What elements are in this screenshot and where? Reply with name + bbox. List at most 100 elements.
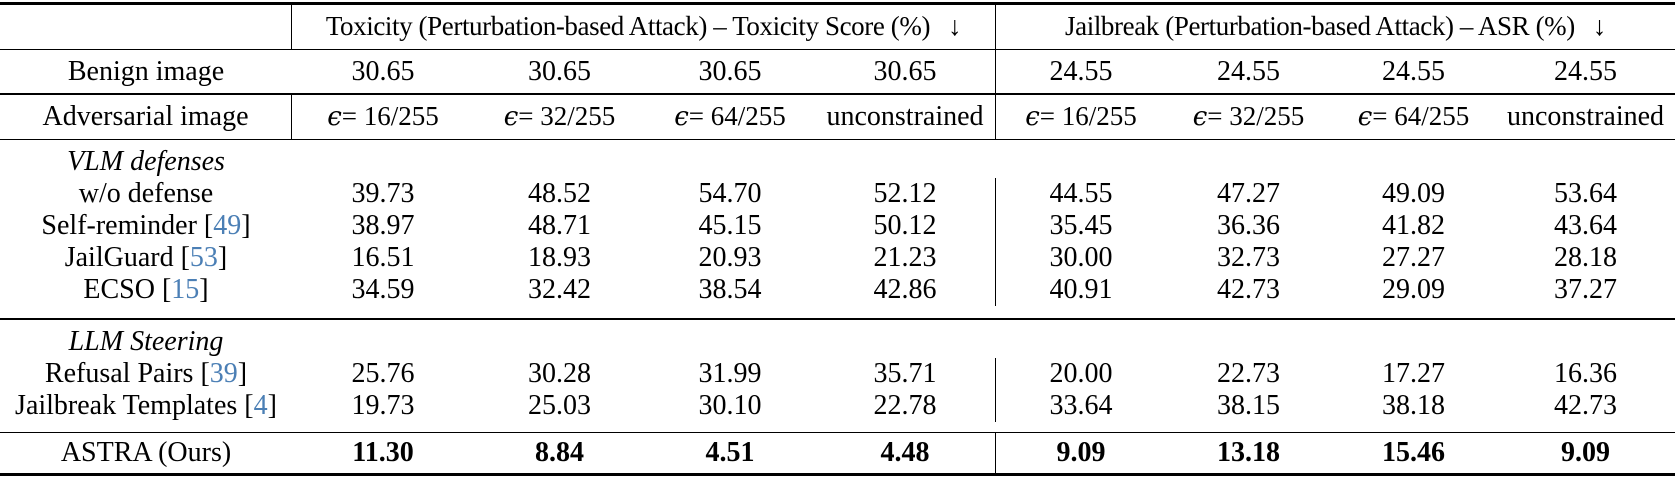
- unconstrained-label: unconstrained: [826, 100, 984, 132]
- value-cell: 24.55: [1049, 55, 1113, 87]
- value-cell: 48.52: [528, 178, 591, 209]
- toxicity-group-header: Toxicity (Perturbation-based Attack) – T…: [292, 4, 996, 49]
- value-cell: 35.45: [1049, 210, 1113, 241]
- bracket: ]: [237, 357, 248, 389]
- table-row: JailGuard[53] 16.51 18.93 20.93 21.23 30…: [0, 242, 1675, 274]
- epsilon-value: = 32/255: [1207, 101, 1305, 131]
- value-cell: 38.97: [351, 210, 415, 241]
- value-cell: 21.23: [815, 242, 996, 274]
- header-row: Toxicity (Perturbation-based Attack) – T…: [0, 4, 1675, 49]
- divider: [0, 318, 1675, 320]
- bracket: [: [180, 242, 190, 273]
- row-label: Adversarial image: [0, 94, 292, 139]
- value-cell: 28.18: [1554, 242, 1617, 273]
- value-cell: 38.18: [1382, 389, 1445, 421]
- section-header: VLM defenses: [67, 146, 225, 177]
- value-cell: 13.18: [1217, 437, 1280, 468]
- value-cell: 27.27: [1382, 242, 1445, 273]
- value-cell: 52.12: [815, 178, 996, 210]
- section-header: LLM Steering: [68, 325, 224, 357]
- unconstrained-header-cell: unconstrained: [815, 94, 996, 139]
- value-cell: 48.71: [528, 210, 591, 241]
- bracket: ]: [217, 242, 228, 273]
- divider: [0, 431, 1675, 433]
- value-cell: 30.28: [528, 357, 591, 389]
- value-cell: 30.65: [815, 50, 996, 93]
- value-cell: 36.36: [1217, 210, 1280, 241]
- bracket: ]: [267, 389, 277, 421]
- value-cell: 20.93: [698, 242, 762, 273]
- down-arrow-icon: ↓: [948, 11, 962, 41]
- divider: [0, 48, 1675, 50]
- section-header-row: LLM Steering: [0, 326, 1675, 358]
- value-cell: 53.64: [1554, 178, 1617, 209]
- divider: [0, 93, 1675, 95]
- value-cell: 32.42: [528, 274, 591, 305]
- epsilon-header-cell: ϵ = 64/255: [645, 95, 815, 139]
- epsilon-symbol: ϵ: [327, 101, 342, 132]
- header-label-spacer: [0, 4, 292, 49]
- value-cell: 44.55: [1049, 178, 1113, 209]
- value-cell: 37.27: [1554, 274, 1617, 305]
- value-cell: 22.73: [1217, 357, 1280, 389]
- epsilon-value: = 32/255: [518, 101, 616, 131]
- citation-link[interactable]: 53: [189, 242, 218, 273]
- table-row: Self-reminder[49] 38.97 48.71 45.15 50.1…: [0, 210, 1675, 242]
- toxicity-group-title: Toxicity (Perturbation-based Attack) – T…: [325, 11, 931, 41]
- value-cell: 20.00: [1049, 357, 1113, 389]
- value-cell: 15.46: [1382, 437, 1445, 468]
- table-row: w/o defense 39.73 48.52 54.70 52.12 44.5…: [0, 178, 1675, 210]
- value-cell: 32.73: [1217, 242, 1280, 273]
- citation-link[interactable]: 15: [171, 274, 200, 305]
- epsilon-header-cell: ϵ = 64/255: [1331, 95, 1496, 139]
- row-label: ASTRA (Ours): [60, 437, 232, 468]
- epsilon-value: = 16/255: [1039, 101, 1137, 131]
- value-cell: 4.51: [705, 437, 755, 468]
- value-cell: 40.91: [1049, 274, 1113, 305]
- value-cell: 18.93: [528, 242, 591, 273]
- citation-link[interactable]: 39: [209, 357, 238, 389]
- unconstrained-header-cell: unconstrained: [1496, 95, 1675, 139]
- epsilon-symbol: ϵ: [1357, 101, 1373, 132]
- row-label: Jailbreak Templates[4]: [0, 390, 292, 422]
- epsilon-symbol: ϵ: [1025, 101, 1040, 132]
- value-cell: 29.09: [1382, 274, 1445, 305]
- method-name: Refusal Pairs: [44, 357, 194, 389]
- value-cell: 31.99: [698, 357, 762, 389]
- bracket: [: [203, 210, 214, 241]
- value-cell: 39.73: [351, 178, 415, 209]
- citation-link[interactable]: 4: [253, 389, 268, 421]
- bracket: ]: [199, 274, 209, 305]
- table-row: Refusal Pairs[39] 25.76 30.28 31.99 35.7…: [0, 357, 1675, 390]
- value-cell: 45.15: [698, 210, 762, 241]
- jailbreak-group-title: Jailbreak (Perturbation-based Attack) – …: [1065, 11, 1575, 41]
- method-name: JailGuard: [64, 242, 174, 273]
- value-cell: 30.10: [698, 389, 762, 421]
- value-cell: 4.48: [815, 433, 996, 473]
- value-cell: 24.55: [1554, 55, 1617, 87]
- row-label: Self-reminder[49]: [0, 210, 292, 242]
- value-cell: 33.64: [1049, 389, 1113, 421]
- epsilon-symbol: ϵ: [1192, 101, 1208, 132]
- value-cell: 8.84: [535, 437, 584, 468]
- value-cell: 24.55: [1382, 55, 1445, 87]
- astra-row: ASTRA (Ours) 11.30 8.84 4.51 4.48 9.09 1…: [0, 433, 1675, 473]
- llm-steering-section: LLM Steering Refusal Pairs[39] 25.76 30.…: [0, 320, 1675, 432]
- value-cell: 9.09: [1056, 437, 1106, 468]
- value-cell: 54.70: [698, 178, 762, 209]
- method-name: w/o defense: [78, 178, 214, 209]
- method-name: Self-reminder: [41, 210, 197, 241]
- value-cell: 41.82: [1382, 210, 1445, 241]
- method-name: Jailbreak Templates: [15, 389, 238, 421]
- value-cell: 19.73: [351, 389, 415, 421]
- bracket: [: [244, 389, 254, 421]
- citation-link[interactable]: 49: [213, 210, 242, 241]
- divider: [0, 138, 1675, 140]
- value-cell: 47.27: [1217, 178, 1280, 209]
- bottom-rule: [0, 473, 1675, 476]
- row-label: JailGuard[53]: [0, 242, 292, 274]
- value-cell: 34.59: [351, 274, 415, 305]
- down-arrow-icon: ↓: [1592, 11, 1607, 41]
- epsilon-value: = 64/255: [688, 101, 786, 131]
